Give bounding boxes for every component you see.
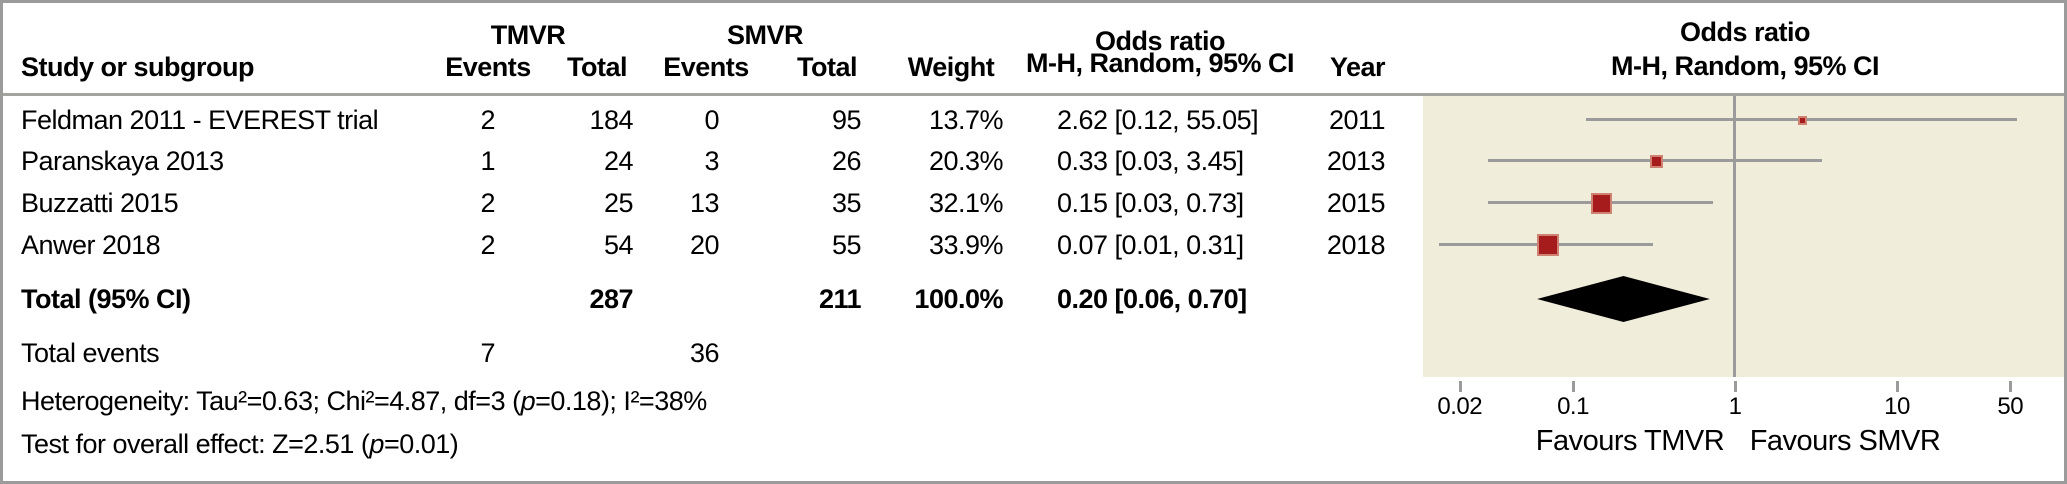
- smvr-total: 95: [831, 105, 862, 135]
- header-smvr-group: SMVR: [726, 20, 804, 50]
- heterogeneity-post: =0.18); I²=38%: [535, 386, 707, 416]
- smvr-events: 3: [704, 146, 719, 176]
- year: 2015: [1326, 188, 1386, 218]
- header-tmvr-events: Events: [445, 52, 531, 82]
- weight: 33.9%: [928, 230, 1004, 260]
- smvr-total: 55: [831, 230, 862, 260]
- header-group-row: TMVR SMVR Odds ratio: [3, 15, 1403, 56]
- table-row: Paranskaya 2013 1 24 3 26 20.3% 0.33 [0.…: [3, 141, 1403, 181]
- smvr-events: 13: [689, 188, 720, 218]
- total-events-label: Total events: [21, 338, 160, 368]
- overall-effect-text: Test for overall effect: Z=2.51 (p=0.01): [21, 424, 1061, 464]
- smvr-total: 26: [831, 146, 862, 176]
- year: 2018: [1326, 230, 1386, 260]
- header-weight: Weight: [907, 52, 995, 82]
- overall-post: =0.01): [383, 429, 459, 459]
- axis-tick-label: 10: [1884, 393, 1910, 420]
- heterogeneity-p: p: [520, 386, 536, 416]
- axis-tick: [1458, 381, 1462, 392]
- header-odds-ratio: Odds ratio: [1094, 26, 1226, 56]
- tmvr-total: 24: [603, 146, 634, 176]
- header-rule: [3, 93, 2064, 96]
- weight: 20.3%: [928, 146, 1004, 176]
- axis-tick: [2009, 381, 2013, 392]
- total-events-smvr: 36: [689, 338, 720, 368]
- total-row: Total (95% CI) 287 211 100.0% 0.20 [0.06…: [3, 279, 1403, 319]
- study-name: Paranskaya 2013: [21, 146, 224, 176]
- tmvr-total: 25: [603, 188, 634, 218]
- axis-tick: [1734, 381, 1737, 392]
- odds-ratio-ci: 0.07 [0.01, 0.31]: [1057, 230, 1244, 260]
- header-year: Year: [1329, 52, 1386, 82]
- smvr-events: 20: [689, 230, 720, 260]
- heterogeneity-pre: Heterogeneity: Tau²=0.63; Chi²=4.87, df=…: [21, 386, 521, 416]
- favours-left-label: Favours TMVR: [1535, 425, 1725, 457]
- favours-right-label: Favours SMVR: [1749, 425, 1941, 457]
- axis-tick: [1572, 381, 1575, 392]
- header-tmvr-total: Total: [567, 52, 628, 82]
- tmvr-events: 1: [480, 146, 495, 176]
- header-tmvr-group: TMVR: [490, 20, 566, 50]
- tmvr-events: 2: [480, 188, 495, 218]
- header-mh-random: M-H, Random, 95% CI: [1025, 48, 1295, 78]
- header-study: Study or subgroup: [21, 52, 254, 82]
- odds-ratio-ci: 2.62 [0.12, 55.05]: [1057, 105, 1259, 135]
- tmvr-total: 184: [589, 105, 633, 135]
- heterogeneity-text: Heterogeneity: Tau²=0.63; Chi²=4.87, df=…: [21, 381, 1061, 421]
- header-smvr-events: Events: [663, 52, 749, 82]
- tmvr-events: 2: [480, 105, 495, 135]
- smvr-events: 0: [704, 105, 719, 135]
- year: 2011: [1328, 105, 1386, 135]
- odds-ratio-ci: 0.33 [0.03, 3.45]: [1057, 146, 1244, 176]
- plot-header-odds-ratio: Odds ratio: [1679, 17, 1811, 47]
- axis-tick-label: 0.1: [1557, 393, 1589, 420]
- weight: 32.1%: [928, 188, 1004, 218]
- ci-marker: [1798, 115, 1808, 125]
- overall-p: p: [369, 429, 384, 459]
- overall-effect-row: Test for overall effect: Z=2.51 (p=0.01): [3, 424, 1403, 464]
- study-name: Feldman 2011 - EVEREST trial: [21, 105, 379, 135]
- year: 2013: [1326, 146, 1386, 176]
- table-row: Anwer 2018 2 54 20 55 33.9% 0.07 [0.01, …: [3, 225, 1403, 265]
- heterogeneity-row: Heterogeneity: Tau²=0.63; Chi²=4.87, df=…: [3, 381, 1403, 421]
- axis-tick-label: 50: [1997, 393, 2024, 420]
- total-events-row: Total events 7 36: [3, 333, 1403, 373]
- axis-tick-label: 1: [1728, 393, 1742, 420]
- plot-header-mh-random: M-H, Random, 95% CI: [1610, 51, 1880, 81]
- header-column-row: Study or subgroup Events Total Events To…: [3, 47, 1403, 87]
- overall-pre: Test for overall effect: Z=2.51 (: [21, 429, 370, 459]
- ci-marker: [1650, 154, 1664, 168]
- header-smvr-total: Total: [797, 52, 858, 82]
- total-tmvr: 287: [589, 284, 633, 314]
- total-events-tmvr: 7: [480, 338, 495, 368]
- reference-line: [1733, 96, 1736, 377]
- odds-ratio-ci: 0.15 [0.03, 0.73]: [1057, 188, 1244, 218]
- axis-tick: [1896, 381, 1899, 392]
- tmvr-total: 54: [603, 230, 634, 260]
- weight: 13.7%: [928, 105, 1004, 135]
- total-weight: 100.0%: [914, 284, 1003, 314]
- ci-marker: [1591, 192, 1613, 214]
- total-label: Total (95% CI): [21, 284, 191, 314]
- tmvr-events: 2: [480, 230, 495, 260]
- plot-area: [1423, 96, 2064, 377]
- axis-tick-label: 0.02: [1437, 393, 1483, 420]
- table-row: Buzzatti 2015 2 25 13 35 32.1% 0.15 [0.0…: [3, 183, 1403, 223]
- smvr-total: 35: [831, 188, 862, 218]
- study-name: Anwer 2018: [21, 230, 161, 260]
- total-smvr: 211: [818, 284, 862, 314]
- total-odds-ratio-ci: 0.20 [0.06, 0.70]: [1057, 284, 1247, 314]
- study-name: Buzzatti 2015: [21, 188, 179, 218]
- ci-marker: [1536, 234, 1559, 256]
- table-row: Feldman 2011 - EVEREST trial 2 184 0 95 …: [3, 100, 1403, 140]
